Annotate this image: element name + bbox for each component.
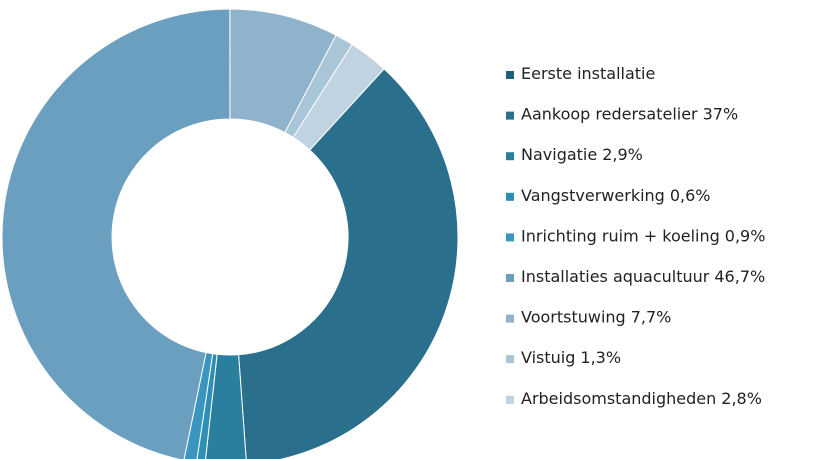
donut-slice — [292, 43, 385, 151]
legend-value: 0,6% — [670, 185, 711, 204]
legend-label: Navigatie 2,9% — [521, 145, 643, 164]
legend-name: Vangstverwerking — [521, 185, 665, 204]
legend-value: 1,3% — [580, 348, 621, 367]
legend-value: 2,8% — [721, 388, 762, 407]
legend-name: Eerste installatie — [521, 64, 655, 83]
legend-name: Aankoop redersatelier — [521, 104, 698, 123]
legend-swatch — [506, 355, 514, 364]
legend-label: Vistuig 1,3% — [521, 348, 621, 367]
legend-name: Voortstuwing — [521, 307, 626, 326]
legend-label: Installaties aquacultuur 46,7% — [521, 267, 765, 286]
legend-swatch — [506, 274, 514, 282]
legend-swatch — [506, 111, 514, 120]
legend-label: Vangstverwerking 0,6% — [521, 185, 710, 204]
legend-swatch — [506, 395, 514, 404]
legend-value: 0,9% — [725, 226, 766, 245]
legend-value: 46,7% — [714, 267, 765, 286]
legend-swatch — [506, 314, 514, 323]
legend-value: 2,9% — [602, 145, 643, 164]
legend-label: Aankoop redersatelier 37% — [521, 104, 738, 123]
legend-label: Voortstuwing 7,7% — [521, 307, 671, 326]
legend-label: Arbeidsomstandigheden 2,8% — [521, 388, 762, 407]
legend-label: Eerste installatie — [521, 64, 655, 83]
legend-name: Inrichting ruim + koeling — [521, 226, 720, 245]
legend-name: Vistuig — [521, 348, 575, 367]
legend-label: Inrichting ruim + koeling 0,9% — [521, 226, 765, 245]
legend-swatch — [506, 71, 514, 79]
legend-swatch — [506, 233, 514, 242]
legend-name: Navigatie — [521, 145, 597, 164]
legend-value: 7,7% — [631, 307, 672, 326]
legend-swatch — [506, 192, 514, 201]
legend-name: Arbeidsomstandigheden — [521, 388, 716, 407]
donut-slice — [238, 68, 459, 459]
legend-swatch — [506, 152, 514, 161]
legend-name: Installaties aquacultuur — [521, 267, 710, 286]
legend-value: 37% — [703, 104, 739, 123]
donut-slice — [1, 8, 231, 459]
